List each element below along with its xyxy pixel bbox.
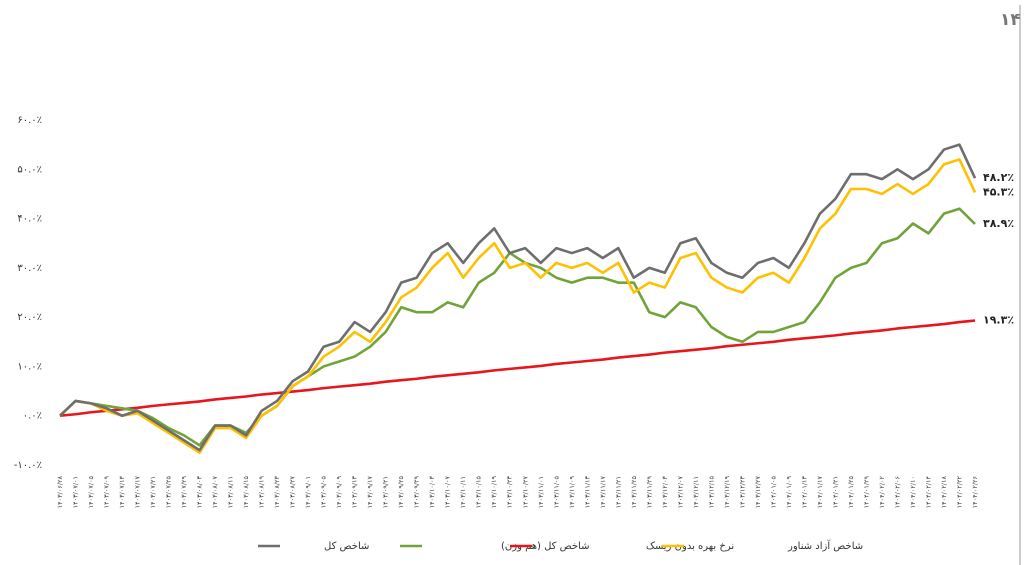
legend-label: شاخص کل (هم وزن) [501, 541, 589, 552]
x-tick-label: ۱۴۰۴/۰۲/۰۶ [893, 476, 901, 508]
x-tick-label: ۱۴۰۳/۱۲/۱۹ [723, 475, 731, 508]
x-tick-label: ۱۴۰۴/۰۲/۱۴ [924, 475, 932, 508]
x-tick-label: ۱۴۰۳/۰۷/۰۱ [72, 476, 80, 508]
legend-label: شاخص کل [324, 541, 369, 552]
end-label: ۳۸.۹٪ [983, 217, 1014, 230]
x-tick-label: ۱۴۰۴/۰۲/۱۰ [909, 476, 917, 508]
x-tick-label: ۱۴۰۳/۰۸/۲۷ [289, 475, 297, 508]
x-tick-label: ۱۴۰۴/۰۱/۲۵ [847, 475, 855, 508]
x-tick-label: ۱۴۰۳/۰۹/۰۹ [335, 475, 343, 508]
x-tick-label: ۱۴۰۳/۱۰/۲۷ [521, 475, 529, 508]
x-tick-label: ۱۴۰۳/۰۷/۲۱ [149, 476, 157, 508]
x-tick-label: ۱۴۰۳/۱۲/۰۳ [661, 475, 669, 508]
x-tick-label: ۱۴۰۳/۰۸/۰۳ [196, 475, 204, 508]
x-tick-label: ۱۴۰۴/۰۲/۲۲ [955, 475, 963, 508]
x-tick-label: ۱۴۰۴/۰۲/۱۸ [940, 475, 948, 508]
x-tick-label: ۱۴۰۳/۰۹/۱۷ [366, 475, 374, 508]
x-tick-label: ۱۴۰۳/۰۹/۲۹ [413, 475, 421, 508]
x-tick-label: ۱۴۰۳/۱۱/۰۹ [568, 475, 576, 508]
x-tick-label: ۱۴۰۴/۰۱/۲۱ [831, 476, 839, 508]
x-tick-label: ۱۴۰۴/۰۱/۰۵ [769, 475, 777, 508]
x-tick-label: ۱۴۰۳/۱۲/۱۱ [692, 476, 700, 508]
x-tick-label: ۱۴۰۳/۱۰/۱۱ [459, 476, 467, 508]
x-tick-label: ۱۴۰۳/۰۹/۱۳ [351, 475, 359, 508]
x-tick-label: ۱۴۰۳/۱۰/۱۹ [490, 475, 498, 508]
x-tick-label: ۱۴۰۳/۱۰/۱۵ [475, 475, 483, 508]
x-tick-label: ۱۴۰۳/۰۸/۲۳ [273, 475, 281, 508]
series-line [59, 319, 976, 418]
x-tick-label: ۱۴۰۳/۰۷/۲۵ [165, 475, 173, 508]
y-tick-label: ۱۰.۰٪ [17, 361, 42, 372]
series-line [59, 143, 977, 452]
x-tick-label: ۱۴۰۳/۱۰/۰۳ [428, 475, 436, 508]
y-tick-label: ۳۰.۰٪ [17, 263, 42, 274]
x-tick-label: ۱۴۰۳/۱۱/۲۹ [645, 475, 653, 508]
x-tick-label: ۱۴۰۳/۰۷/۰۵ [87, 475, 95, 508]
chart-title: بازده شاخص کل – از ابتدا مهر ۱۴۰۳ [1000, 10, 1024, 30]
y-tick-label: ۲۰.۰٪ [17, 312, 42, 323]
x-tick-label: ۱۴۰۳/۱۲/۲۳ [738, 475, 746, 508]
y-tick-label: -۱۰.۰٪ [14, 460, 42, 471]
x-tick-label: ۱۴۰۳/۰۷/۱۳ [118, 475, 126, 508]
x-tick-label: ۱۴۰۴/۰۱/۲۹ [862, 475, 870, 508]
end-label: ۱۹.۳٪ [983, 314, 1014, 327]
x-tick-label: ۱۴۰۳/۰۷/۲۹ [180, 475, 188, 508]
x-tick-label: ۱۴۰۳/۱۱/۱۳ [583, 475, 591, 508]
end-label: ۴۵.۳٪ [983, 185, 1014, 198]
x-tick-label: ۱۴۰۳/۰۷/۰۹ [103, 475, 111, 508]
x-tick-label: ۱۴۰۳/۰۹/۰۵ [320, 475, 328, 508]
x-tick-label: ۱۴۰۳/۱۰/۰۷ [444, 475, 452, 508]
x-tick-label: ۱۴۰۳/۰۶/۲۸ [56, 475, 64, 508]
y-tick-label: ۵۰.۰٪ [17, 164, 42, 175]
x-tick-label: ۱۴۰۳/۰۷/۱۷ [134, 475, 142, 508]
x-tick-label: ۱۴۰۳/۱۱/۰۵ [552, 475, 560, 508]
x-tick-label: ۱۴۰۳/۱۰/۲۳ [506, 475, 514, 508]
x-tick-label: ۱۴۰۳/۰۸/۰۷ [211, 475, 219, 508]
x-tick-label: ۱۴۰۳/۰۹/۲۵ [397, 475, 405, 508]
x-tick-label: ۱۴۰۳/۰۸/۱۹ [258, 475, 266, 508]
y-tick-label: ۴۰.۰٪ [17, 214, 42, 225]
x-tick-label: ۱۴۰۳/۱۱/۲۵ [630, 475, 638, 508]
x-tick-label: ۱۴۰۳/۱۱/۰۱ [537, 476, 545, 508]
x-tick-label: ۱۴۰۳/۰۹/۲۱ [382, 476, 390, 508]
x-tick-label: ۱۴۰۳/۰۸/۱۵ [242, 475, 250, 508]
x-tick-label: ۱۴۰۳/۰۹/۰۱ [304, 476, 312, 508]
y-tick-label: ۰.۰٪ [23, 411, 42, 422]
legend-label: شاخص آزاد شناور [787, 539, 863, 552]
x-tick-label: ۱۴۰۳/۰۸/۱۱ [227, 476, 235, 508]
series-line [59, 158, 977, 454]
legend-label: نرخ بهره بدون ریسک [646, 541, 734, 552]
x-tick-label: ۱۴۰۳/۱۱/۱۷ [599, 475, 607, 508]
x-tick-label: ۱۴۰۳/۱۱/۲۱ [614, 476, 622, 508]
series-line [59, 207, 976, 447]
x-tick-label: ۱۴۰۴/۰۲/۰۲ [878, 475, 886, 508]
y-tick-label: ۶۰.۰٪ [17, 115, 42, 126]
x-tick-label: ۱۴۰۴/۰۱/۱۳ [800, 475, 808, 508]
x-tick-label: ۱۴۰۴/۰۱/۱۷ [816, 475, 824, 508]
x-tick-label: ۱۴۰۳/۱۲/۲۷ [754, 475, 762, 508]
end-label: ۴۸.۲٪ [983, 171, 1014, 184]
x-tick-label: ۱۴۰۴/۰۲/۲۶ [971, 476, 979, 508]
x-tick-label: ۱۴۰۴/۰۱/۰۹ [785, 475, 793, 508]
x-tick-label: ۱۴۰۳/۱۲/۰۷ [676, 475, 684, 508]
x-tick-label: ۱۴۰۳/۱۲/۱۵ [707, 475, 715, 508]
